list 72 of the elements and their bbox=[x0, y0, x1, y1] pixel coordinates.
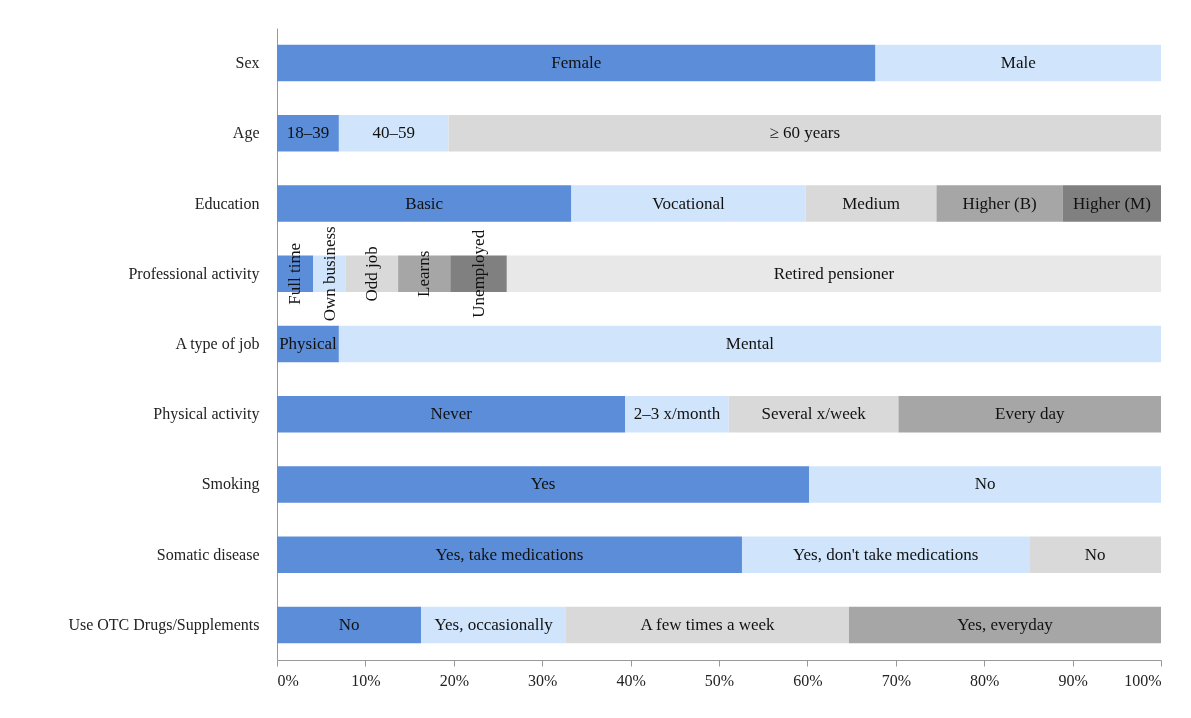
data-label: Physical bbox=[279, 334, 338, 353]
bar bbox=[277, 536, 742, 573]
bar bbox=[277, 185, 572, 222]
x-tick-label: 50% bbox=[704, 671, 735, 689]
data-label: No bbox=[1084, 544, 1106, 564]
bar bbox=[338, 115, 449, 152]
bar bbox=[338, 325, 1161, 363]
bar bbox=[848, 606, 1161, 644]
bar bbox=[805, 185, 937, 222]
data-label: Full time bbox=[285, 242, 305, 305]
bar bbox=[277, 44, 876, 82]
x-tick-label: 40% bbox=[616, 671, 646, 689]
bar bbox=[277, 606, 422, 644]
data-label: Never bbox=[430, 404, 473, 424]
data-label: Odd job bbox=[362, 246, 382, 302]
data-label: Yes, take medications bbox=[435, 544, 584, 564]
data-label: Male bbox=[1000, 53, 1036, 73]
y-tick-label: Sex bbox=[235, 54, 260, 72]
y-tick-label: Use OTC Drugs/Supplements bbox=[68, 615, 260, 634]
y-tick-label: Age bbox=[232, 124, 260, 143]
bar bbox=[277, 395, 626, 433]
data-label: Higher (M) bbox=[1072, 193, 1151, 213]
y-tick-label: A type of job bbox=[175, 335, 260, 353]
x-tick-label: 0% bbox=[277, 671, 299, 689]
data-label: 40–59 bbox=[372, 123, 415, 143]
data-label: Own business bbox=[319, 226, 339, 322]
data-label: Basic bbox=[405, 193, 444, 213]
bar bbox=[741, 536, 1030, 573]
data-label: Medium bbox=[842, 193, 900, 213]
data-label: Female bbox=[551, 53, 602, 73]
data-label: Every day bbox=[995, 404, 1065, 424]
x-tick-label: 100% bbox=[1124, 671, 1162, 689]
data-label: Vocational bbox=[652, 193, 725, 213]
y-tick-label: Smoking bbox=[201, 475, 260, 494]
bar bbox=[809, 466, 1161, 503]
bar bbox=[875, 44, 1161, 82]
x-tick-label: 60% bbox=[793, 671, 823, 689]
y-tick-label: Somatic disease bbox=[156, 545, 260, 563]
data-label: Yes, everyday bbox=[957, 614, 1054, 634]
data-label: Learns bbox=[414, 250, 434, 297]
bar bbox=[506, 255, 1161, 293]
x-tick-label: 80% bbox=[970, 671, 1000, 689]
x-tick-label: 20% bbox=[439, 671, 469, 689]
y-tick-label: Physical activity bbox=[153, 405, 260, 424]
x-tick-label: 90% bbox=[1058, 671, 1088, 689]
data-label: Retired pensioner bbox=[773, 263, 895, 283]
bar bbox=[571, 185, 806, 222]
x-tick-label: 10% bbox=[351, 671, 381, 689]
data-label: Mental bbox=[725, 334, 775, 353]
data-label: Higher (B) bbox=[962, 193, 1037, 213]
x-tick-label: 70% bbox=[881, 671, 911, 689]
data-label: Several x/week bbox=[761, 404, 867, 424]
bar bbox=[1029, 536, 1161, 573]
x-tick-label: 30% bbox=[528, 671, 558, 689]
data-label: 2–3 x/month bbox=[633, 404, 721, 424]
data-label: Yes bbox=[530, 474, 556, 494]
data-label: A few times a week bbox=[640, 614, 776, 634]
data-label: Yes, don't take medications bbox=[792, 544, 979, 564]
data-label: Yes, occasionally bbox=[434, 614, 554, 634]
bar bbox=[936, 185, 1063, 222]
bar bbox=[448, 115, 1161, 152]
data-label: 18–39 bbox=[286, 123, 330, 143]
bar bbox=[566, 606, 849, 644]
data-label: Unemployed bbox=[468, 229, 488, 318]
bar bbox=[277, 466, 810, 503]
bar bbox=[277, 115, 339, 152]
data-label: No bbox=[974, 474, 996, 494]
data-label: No bbox=[338, 614, 360, 634]
y-tick-label: Education bbox=[194, 194, 260, 212]
y-tick-label: Professional activity bbox=[128, 264, 260, 283]
bar bbox=[898, 395, 1161, 433]
data-label: ≥ 60 years bbox=[769, 123, 841, 143]
